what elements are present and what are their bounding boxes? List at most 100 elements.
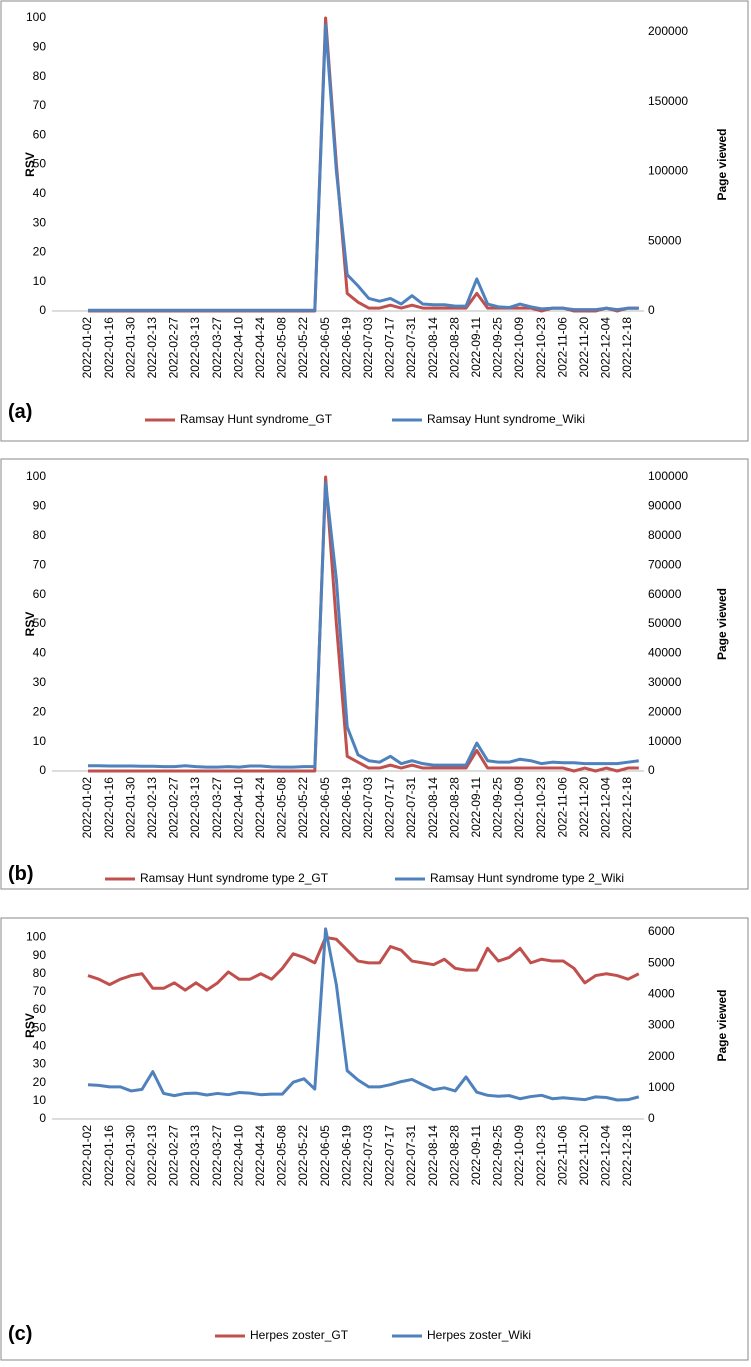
- y-tick-label: 70: [33, 557, 47, 571]
- x-tick-label: 2022-04-24: [253, 1125, 267, 1187]
- x-tick-label: 2022-03-27: [210, 777, 224, 839]
- x-tick-label: 2022-06-05: [318, 1125, 332, 1187]
- y2-tick-label: 10000: [648, 734, 682, 748]
- x-tick-label: 2022-08-28: [447, 1125, 461, 1187]
- x-tick-label: 2022-11-06: [555, 1125, 569, 1186]
- y-tick-label: 30: [33, 1057, 47, 1071]
- x-tick-label: 2022-05-22: [296, 777, 310, 839]
- x-tick-label: 2022-09-25: [491, 317, 505, 379]
- x-tick-label: 2022-07-03: [361, 317, 375, 379]
- x-tick-label: 2022-08-28: [447, 777, 461, 839]
- x-tick-label: 2022-01-16: [102, 777, 116, 839]
- y-tick-label: 50: [33, 1020, 47, 1034]
- y2-tick-label: 2000: [648, 1049, 675, 1063]
- panel-frame: [0, 0, 749, 442]
- x-tick-label: 2022-07-17: [383, 777, 397, 839]
- y-tick-label: 90: [33, 499, 47, 513]
- x-tick-label: 2022-04-24: [253, 777, 267, 839]
- x-tick-label: 2022-05-08: [275, 777, 289, 839]
- x-tick-label: 2022-03-13: [188, 317, 202, 379]
- y-tick-label: 70: [33, 98, 47, 112]
- x-tick-label: 2022-07-03: [361, 777, 375, 839]
- y-tick-label: 80: [33, 69, 47, 83]
- y-tick-label: 20: [33, 245, 47, 259]
- x-tick-label: 2022-07-31: [404, 777, 418, 839]
- y-tick-label: 60: [33, 1002, 47, 1016]
- x-tick-label: 2022-08-14: [426, 777, 440, 839]
- y-tick-label: 100: [26, 469, 46, 483]
- y2-tick-label: 20000: [648, 704, 682, 718]
- x-tick-label: 2022-09-11: [469, 1125, 483, 1186]
- x-tick-label: 2022-07-31: [404, 1125, 418, 1187]
- y-tick-label: 40: [33, 646, 47, 660]
- legend-label: Ramsay Hunt syndrome type 2_Wiki: [430, 871, 624, 885]
- y2-tick-label: 90000: [648, 499, 682, 513]
- x-tick-label: 2022-09-25: [491, 777, 505, 839]
- x-tick-label: 2022-10-09: [512, 1125, 526, 1187]
- x-tick-label: 2022-04-10: [231, 777, 245, 839]
- y2-tick-label: 40000: [648, 646, 682, 660]
- x-tick-label: 2022-11-20: [577, 1125, 591, 1186]
- x-tick-label: 2022-02-27: [167, 777, 181, 839]
- x-tick-label: 2022-07-17: [383, 1125, 397, 1187]
- y-tick-label: 10: [33, 1093, 47, 1107]
- panel-label: (b): [8, 863, 34, 885]
- panel-frame: [0, 917, 749, 1361]
- y2-tick-label: 100000: [648, 164, 688, 178]
- x-tick-label: 2022-08-28: [447, 317, 461, 379]
- x-tick-label: 2022-09-25: [491, 1125, 505, 1187]
- x-tick-label: 2022-10-09: [512, 777, 526, 839]
- series-line: [88, 23, 639, 312]
- panel-frame: [0, 458, 749, 890]
- x-tick-label: 2022-11-20: [577, 777, 591, 838]
- y2-tick-label: 150000: [648, 94, 688, 108]
- series-line: [88, 481, 640, 769]
- y2-tick-label: 70000: [648, 557, 682, 571]
- y-tick-label: 90: [33, 39, 47, 53]
- x-tick-label: 2022-01-16: [102, 1125, 116, 1187]
- y-tick-label: 100: [26, 930, 46, 944]
- x-tick-label: 2022-05-22: [296, 1125, 310, 1187]
- x-tick-label: 2022-06-19: [339, 777, 353, 839]
- x-tick-label: 2022-11-06: [555, 777, 569, 838]
- x-tick-label: 2022-07-03: [361, 1125, 375, 1187]
- y2-tick-label: 4000: [648, 987, 675, 1001]
- y2-tick-label: 3000: [648, 1018, 675, 1032]
- legend-label: Ramsay Hunt syndrome type 2_GT: [140, 871, 329, 885]
- x-tick-label: 2022-01-30: [123, 1125, 137, 1187]
- y2-tick-label: 50000: [648, 616, 682, 630]
- x-tick-label: 2022-08-14: [426, 317, 440, 379]
- x-tick-label: 2022-02-27: [167, 317, 181, 379]
- x-tick-label: 2022-01-02: [80, 777, 94, 839]
- series-line: [88, 475, 639, 773]
- x-tick-label: 2022-02-13: [145, 777, 159, 839]
- x-tick-label: 2022-05-08: [275, 317, 289, 379]
- x-tick-label: 2022-12-04: [599, 777, 613, 839]
- series-line: [87, 935, 640, 992]
- y2-axis-title: Page viewed: [715, 588, 729, 660]
- y-tick-label: 0: [39, 303, 46, 317]
- x-tick-label: 2022-06-05: [318, 317, 332, 379]
- x-tick-label: 2022-11-20: [577, 317, 591, 378]
- y-tick-label: 50: [33, 616, 47, 630]
- x-tick-label: 2022-01-02: [80, 1125, 94, 1187]
- x-tick-label: 2022-04-10: [231, 1125, 245, 1187]
- y2-axis-title: Page viewed: [715, 989, 729, 1061]
- y-axis-title: RSV: [23, 152, 37, 177]
- x-tick-label: 2022-05-22: [296, 317, 310, 379]
- x-tick-label: 2022-12-18: [620, 777, 634, 839]
- x-tick-label: 2022-12-18: [620, 1125, 634, 1187]
- x-tick-label: 2022-11-06: [555, 317, 569, 378]
- y2-tick-label: 200000: [648, 24, 688, 38]
- y2-tick-label: 80000: [648, 528, 682, 542]
- x-tick-label: 2022-04-10: [231, 317, 245, 379]
- y2-tick-label: 50000: [648, 233, 682, 247]
- legend-label: Ramsay Hunt syndrome_GT: [180, 412, 333, 426]
- y-tick-label: 60: [33, 587, 47, 601]
- x-tick-label: 2022-01-30: [123, 777, 137, 839]
- x-tick-label: 2022-06-19: [339, 1125, 353, 1187]
- y-tick-label: 70: [33, 984, 47, 998]
- panel-label: (c): [8, 1323, 32, 1345]
- x-tick-label: 2022-03-13: [188, 777, 202, 839]
